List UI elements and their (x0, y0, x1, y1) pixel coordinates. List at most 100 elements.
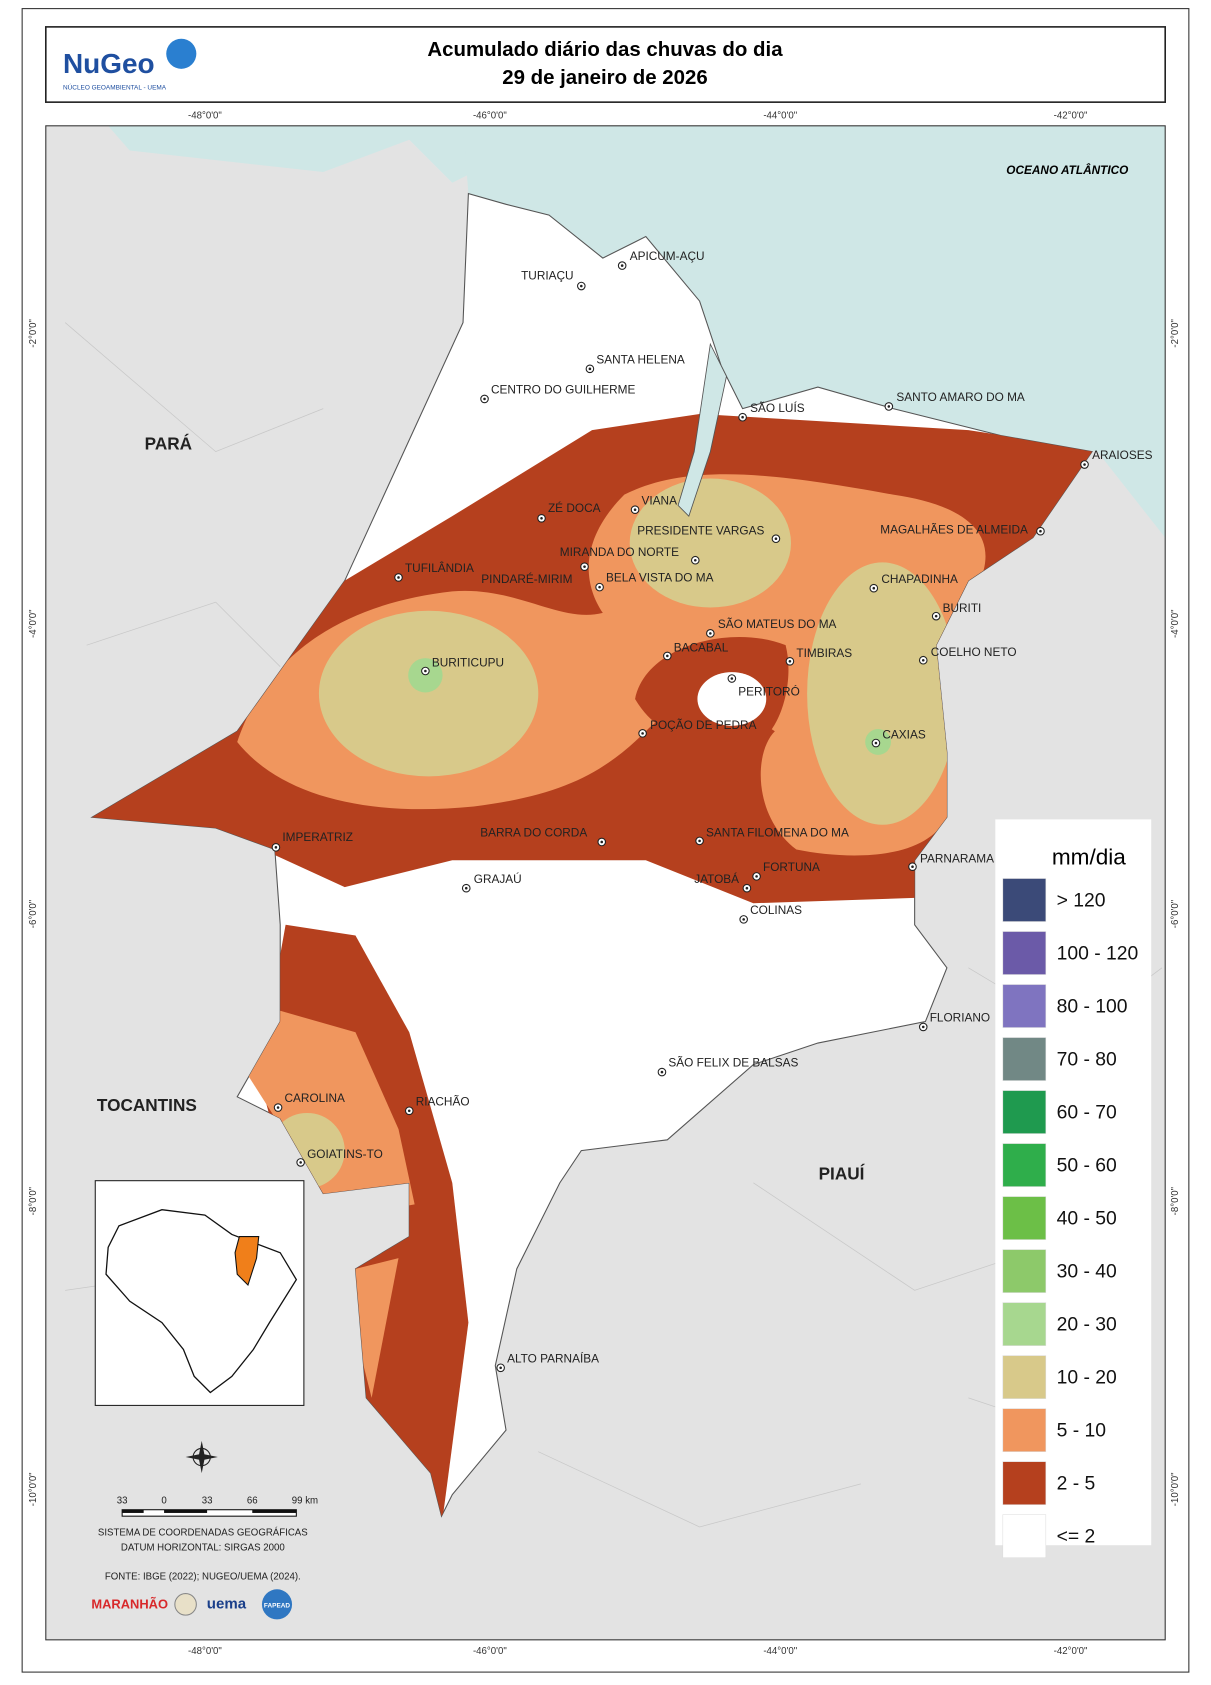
city-dot (407, 1109, 411, 1113)
lat-label: -10°0'0" (28, 1472, 39, 1506)
city-dot (874, 741, 878, 745)
legend-swatch (1002, 878, 1047, 922)
ocean (463, 125, 1166, 538)
legend-label: 50 - 60 (1057, 1155, 1117, 1177)
title-box (44, 26, 1167, 103)
zone-le-2 (697, 672, 767, 726)
city-label: BELA VISTA DO MA (606, 571, 714, 585)
legend-label: 80 - 100 (1057, 996, 1128, 1018)
logo-uema: uema (207, 1596, 247, 1613)
city-dot (911, 865, 914, 868)
city-label: PERITORÓ (738, 685, 799, 699)
city-label: APICUM-AÇU (630, 249, 705, 263)
crs-note: SISTEMA DE COORDENADAS GEOGRÁFICAS (98, 1528, 308, 1539)
legend-swatch (1002, 1037, 1047, 1081)
city-dot (1083, 463, 1086, 466)
city-label: PARNARAMA (920, 851, 994, 865)
city-dot (872, 586, 876, 590)
legend-label: 10 - 20 (1057, 1367, 1117, 1389)
city-dot (397, 576, 400, 579)
lon-label: -46°0'0" (473, 1646, 507, 1657)
city-label: PRESIDENTE VARGAS (637, 523, 764, 537)
city-dot (934, 614, 938, 618)
city-label: SÃO LUÍS (750, 401, 805, 415)
city-label: CAXIAS (882, 728, 925, 742)
ocean-label: OCEANO ATLÂNTICO (1006, 163, 1128, 177)
legend-swatch (1002, 1408, 1047, 1452)
map-frame (45, 125, 1166, 1641)
source-note: FONTE: IBGE (2022); NUGEO/UEMA (2024). (105, 1572, 301, 1583)
city-dot (641, 732, 644, 735)
city-dot (660, 1070, 664, 1074)
lat-label: -6°0'0" (28, 899, 39, 928)
legend-label: 40 - 50 (1057, 1208, 1117, 1230)
city-label: RIACHÃO (416, 1094, 470, 1108)
city-dot (598, 585, 601, 589)
city-label: ZÉ DOCA (548, 501, 601, 515)
lat-label: -4°0'0" (1170, 609, 1181, 638)
city-label: SANTO AMARO DO MA (896, 390, 1025, 404)
legend-swatch (1002, 984, 1047, 1028)
city-label: BURITICUPU (432, 656, 504, 670)
title: Acumulado diário das chuvas do dia (427, 39, 783, 61)
city-dot (709, 632, 712, 635)
city-label: CAROLINA (285, 1091, 346, 1105)
city-dot (788, 660, 792, 663)
legend-label: > 120 (1057, 889, 1106, 911)
legend-swatch (1002, 1461, 1047, 1505)
city-label: COELHO NETO (931, 645, 1017, 659)
city-label: SÃO MATEUS DO MA (718, 617, 837, 631)
city-dot (693, 558, 697, 562)
city-label: COLINAS (750, 903, 802, 917)
zone-10-20 (807, 562, 958, 825)
city-label: BARRA DO CORDA (480, 826, 587, 840)
legend-label: <= 2 (1057, 1526, 1096, 1548)
city-label: SANTA FILOMENA DO MA (706, 826, 849, 840)
lon-label: -48°0'0" (188, 110, 222, 121)
city-dot (633, 508, 637, 511)
legend-label: 60 - 70 (1057, 1102, 1117, 1124)
legend-label: 5 - 10 (1057, 1420, 1106, 1442)
city-label: VIANA (642, 493, 678, 507)
city-dot (464, 886, 468, 890)
city-label: SANTA HELENA (596, 352, 685, 366)
zone-20-30 (408, 658, 443, 693)
lat-label: -8°0'0" (1170, 1186, 1181, 1215)
city-label: BURITI (943, 601, 982, 615)
city-dot (742, 918, 745, 921)
scale-bar (121, 1509, 297, 1517)
city-label: ALTO PARNAÍBA (507, 1351, 599, 1365)
datum-note: DATUM HORIZONTAL: SIRGAS 2000 (121, 1543, 285, 1554)
scale-label: 66 (247, 1495, 258, 1506)
city-dot (588, 367, 592, 371)
city-label: FLORIANO (930, 1011, 990, 1025)
city-dot (755, 875, 758, 878)
lat-label: -2°0'0" (28, 319, 39, 348)
legend-label: 2 - 5 (1057, 1473, 1096, 1495)
lat-label: -2°0'0" (1170, 319, 1181, 348)
lat-label: -6°0'0" (1170, 899, 1181, 928)
legend-title: mm/dia (1052, 845, 1126, 870)
city-dot (745, 886, 749, 890)
zone-10-20 (318, 610, 539, 777)
city-label: SÃO FELIX DE BALSAS (668, 1056, 798, 1070)
legend: mm/dia > 120 100 - 120 80 - 100 70 - 80 60 -… (995, 819, 1152, 1558)
state-label: PARÁ (145, 433, 192, 453)
lat-label: -4°0'0" (28, 609, 39, 638)
city-label: MIRANDA DO NORTE (560, 545, 679, 559)
scale-label: 0 (161, 1495, 166, 1506)
city-dot (1039, 529, 1042, 533)
city-dot (499, 1366, 502, 1370)
city-dot (741, 415, 744, 419)
city-label: PINDARÉ-MIRIM (481, 572, 572, 586)
legend-label: 100 - 120 (1057, 942, 1139, 964)
city-label: TURIAÇU (521, 269, 574, 283)
scale-label: 33 (117, 1495, 128, 1506)
city-dot (887, 405, 891, 408)
lon-label: -42°0'0" (1054, 110, 1088, 121)
legend-label: 30 - 40 (1057, 1261, 1117, 1283)
city-dot (698, 839, 701, 843)
city-dot (580, 284, 583, 288)
